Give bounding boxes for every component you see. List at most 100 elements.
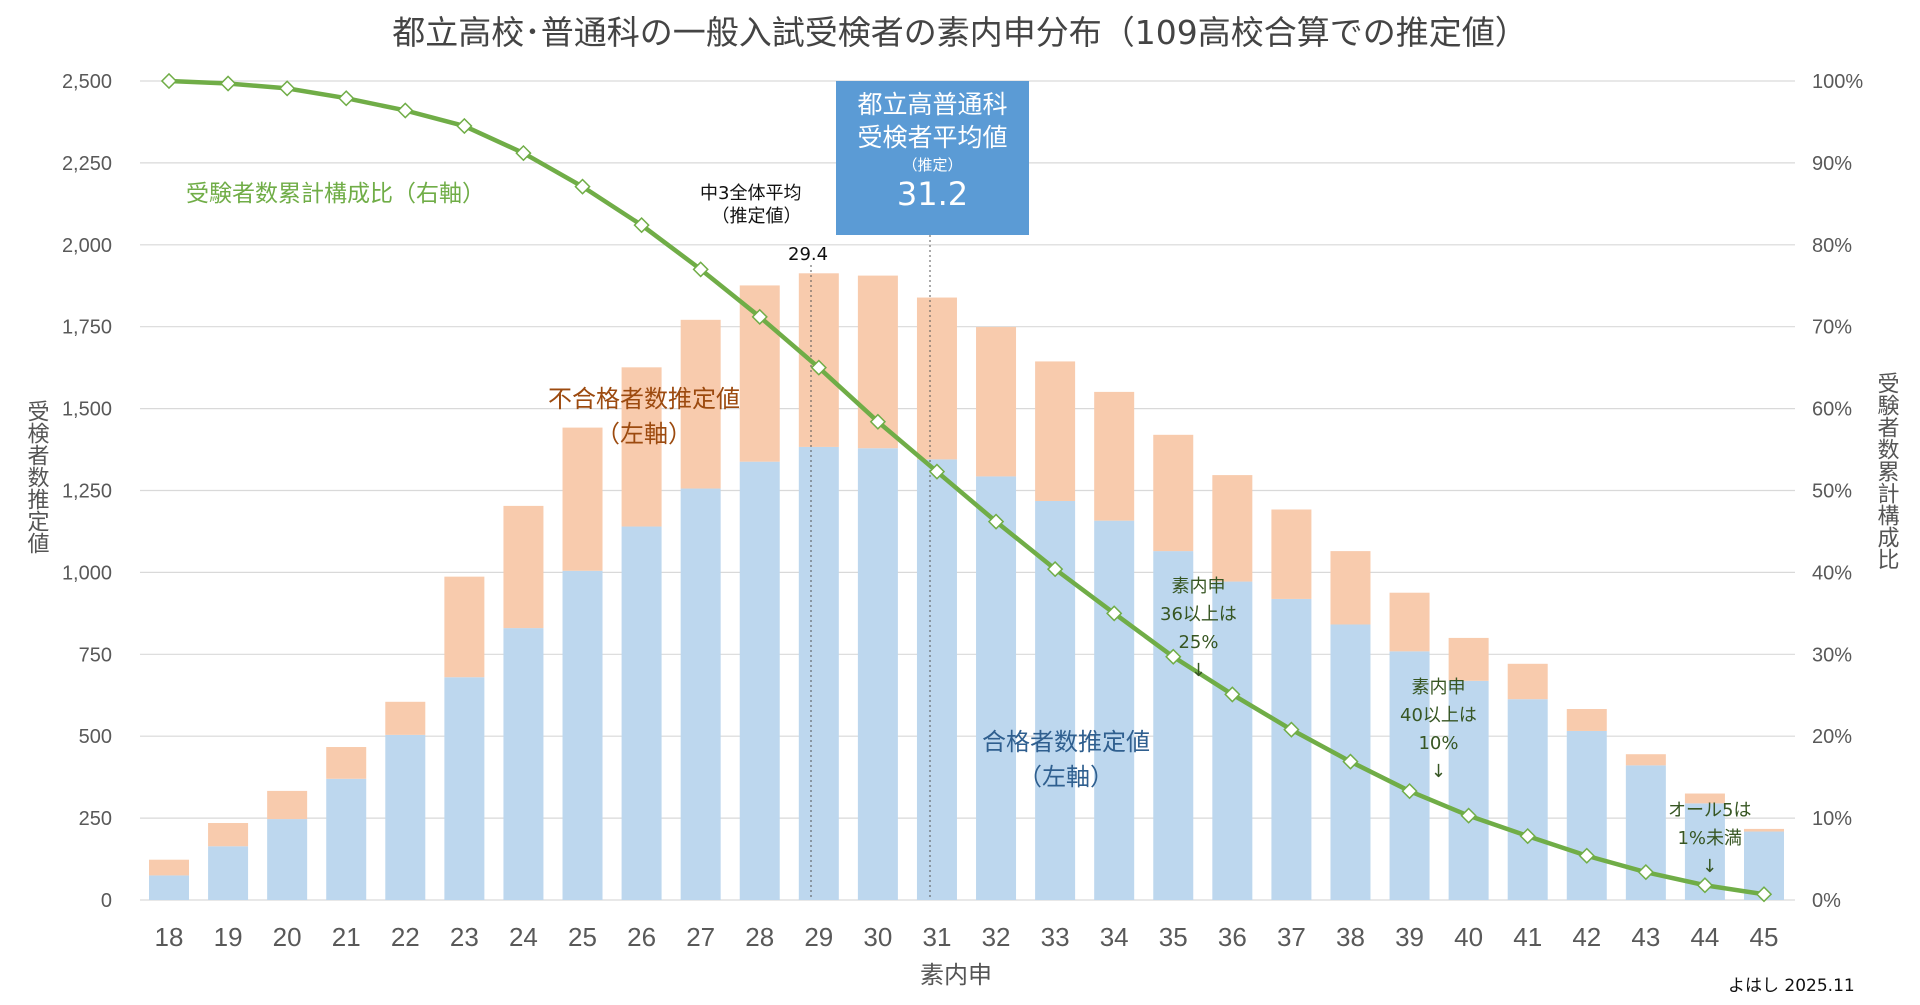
mean-box-value: 31.2 bbox=[896, 175, 969, 213]
overall-avg-label: 中3全体平均 （推定値） bbox=[700, 183, 802, 227]
chart-title: 都立高校･普通科の一般入試受検者の素内申分布（109高校合算での推定値） bbox=[392, 13, 1528, 52]
bar-pass bbox=[1507, 699, 1548, 900]
line-marker bbox=[810, 359, 827, 376]
y2-tick-label: 100% bbox=[1812, 71, 1863, 93]
line-marker bbox=[928, 463, 946, 480]
y-tick-label: 1,250 bbox=[62, 481, 112, 503]
line-marker bbox=[633, 217, 650, 234]
y-tick-label: 2,500 bbox=[62, 71, 112, 93]
y-tick-label: 500 bbox=[79, 726, 112, 748]
bar-pass bbox=[1212, 581, 1253, 900]
y2-tick-label: 40% bbox=[1812, 562, 1852, 584]
bar-fail bbox=[208, 823, 249, 847]
line-marker bbox=[869, 413, 887, 430]
y-tick-label: 1,500 bbox=[62, 399, 112, 421]
x-tick-label: 43 bbox=[1631, 922, 1660, 952]
bar-fail bbox=[1153, 434, 1194, 552]
y2-tick-label: 50% bbox=[1812, 481, 1852, 503]
bar-pass bbox=[916, 459, 957, 900]
bar-fail bbox=[385, 701, 426, 735]
bar-fail bbox=[1625, 754, 1666, 766]
fail-series-label: 不合格者数推定値 （左軸） bbox=[548, 385, 740, 448]
line-marker bbox=[987, 513, 1005, 530]
x-tick-label: 40 bbox=[1454, 922, 1483, 952]
x-tick-label: 34 bbox=[1100, 922, 1129, 952]
line-marker bbox=[515, 144, 532, 162]
y2-tick-label: 20% bbox=[1812, 726, 1852, 748]
mean-box: 都立高普通科 受検者平均値 （推定） 31.2 bbox=[836, 81, 1029, 235]
bar-fail bbox=[1094, 391, 1135, 521]
bar-fail bbox=[1330, 551, 1371, 625]
bar-fail bbox=[326, 747, 367, 779]
bar-pass bbox=[1271, 598, 1312, 900]
bar-pass bbox=[1566, 730, 1607, 900]
y-tick-label: 2,250 bbox=[62, 153, 112, 175]
bar-pass bbox=[621, 526, 662, 900]
y-tick-label: 1,750 bbox=[62, 317, 112, 339]
bar-fail bbox=[149, 859, 189, 876]
line-marker bbox=[1046, 560, 1064, 578]
x-tick-label: 39 bbox=[1395, 922, 1424, 952]
x-tick-label: 25 bbox=[568, 922, 597, 952]
bar-pass bbox=[1153, 551, 1194, 900]
line-marker bbox=[397, 102, 414, 119]
line-marker bbox=[1224, 686, 1241, 703]
x-tick-label: 27 bbox=[686, 922, 715, 952]
x-tick-label: 33 bbox=[1041, 922, 1070, 952]
bar-pass bbox=[1094, 520, 1135, 900]
x-axis-title: 素内申 bbox=[920, 961, 992, 989]
note-40: 素内申 40以上は 10% ↓ bbox=[1400, 677, 1477, 782]
line-marker bbox=[1519, 827, 1536, 845]
bar-fail bbox=[267, 790, 308, 820]
x-tick-label: 31 bbox=[923, 922, 952, 952]
x-tick-label: 30 bbox=[863, 922, 892, 952]
bar-pass bbox=[1035, 500, 1076, 900]
line-series-label: 受験者数累計構成比（右軸） bbox=[186, 181, 485, 207]
line-marker bbox=[1696, 877, 1714, 894]
x-tick-label: 19 bbox=[214, 922, 243, 952]
bar-fail bbox=[1684, 793, 1725, 804]
line-marker bbox=[1637, 864, 1654, 881]
y2-tick-label: 80% bbox=[1812, 235, 1852, 257]
x-tick-label: 36 bbox=[1218, 922, 1247, 952]
credit: よはし 2025.11 bbox=[1728, 976, 1855, 996]
x-tick-label: 20 bbox=[273, 922, 302, 952]
y2-tick-label: 30% bbox=[1812, 644, 1852, 666]
bar-fail bbox=[503, 505, 544, 629]
y2-axis-title: 受験者数累計構成比 bbox=[1873, 372, 1899, 570]
y-tick-label: 250 bbox=[79, 808, 112, 830]
y2-tick-label: 0% bbox=[1812, 890, 1841, 912]
bar-fail bbox=[680, 319, 721, 489]
y-tick-label: 1,000 bbox=[62, 562, 112, 584]
bar-pass bbox=[267, 819, 308, 900]
line-marker bbox=[1342, 753, 1359, 770]
x-tick-label: 24 bbox=[509, 922, 538, 952]
x-tick-label: 35 bbox=[1159, 922, 1188, 952]
bar-fail bbox=[1271, 509, 1312, 599]
line-marker bbox=[751, 308, 768, 326]
line-marker bbox=[1401, 782, 1418, 800]
line-marker bbox=[692, 261, 709, 278]
line-marker bbox=[279, 80, 296, 97]
bar-fail bbox=[1212, 475, 1253, 582]
y2-tick-label: 70% bbox=[1812, 317, 1852, 339]
line-marker bbox=[1106, 605, 1123, 622]
line-marker bbox=[456, 117, 473, 135]
x-tick-label: 26 bbox=[627, 922, 656, 952]
line-marker bbox=[1165, 648, 1182, 665]
bar-fail bbox=[1566, 709, 1607, 731]
bar-fail bbox=[1507, 663, 1548, 700]
x-tick-label: 21 bbox=[332, 922, 361, 952]
line-marker bbox=[1755, 886, 1773, 903]
bar-pass bbox=[739, 461, 780, 900]
y2-tick-label: 90% bbox=[1812, 153, 1852, 175]
mean-box-title: 都立高普通科 受検者平均値 bbox=[857, 90, 1008, 152]
bar-pass bbox=[680, 488, 721, 900]
bar-pass bbox=[562, 570, 603, 900]
pass-series-label: 合格者数推定値 （左軸） bbox=[982, 728, 1150, 791]
x-tick-label: 18 bbox=[155, 922, 184, 952]
x-tick-label: 32 bbox=[982, 922, 1011, 952]
x-tick-label: 29 bbox=[804, 922, 833, 952]
x-tick-label: 41 bbox=[1513, 922, 1542, 952]
x-tick-label: 28 bbox=[745, 922, 774, 952]
